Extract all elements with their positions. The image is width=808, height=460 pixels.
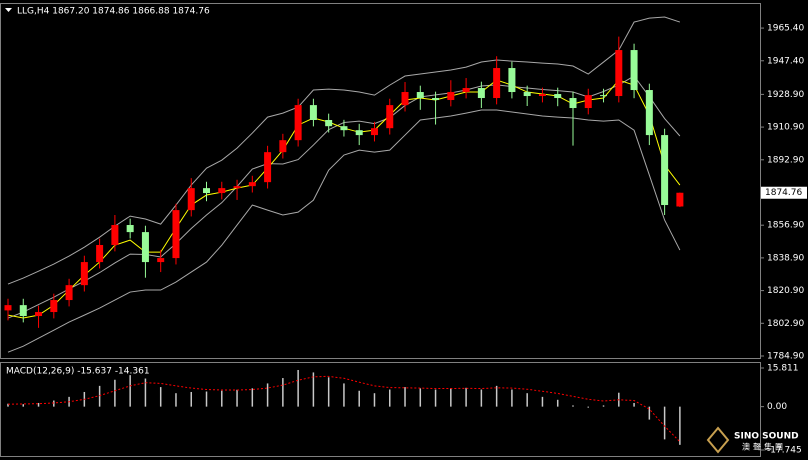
candle-body [416,92,424,99]
candle-body [233,186,241,189]
macd-panel-frame [0,362,761,457]
indicator-line [7,109,681,353]
candle-body [65,285,73,301]
candle-body [355,130,363,136]
y-tick-label: 0.00 [767,402,787,412]
y-tick-label: 1947.40 [767,56,804,66]
candle-body [35,312,43,317]
y-tick-label: 15.811 [767,364,799,374]
y-tick-label: 1892.90 [767,155,804,165]
y-tick-label: -17.745 [767,446,802,456]
y-tick-label: 1856.90 [767,221,804,231]
chart-title: LLG,H4 1867.20 1874.86 1866.88 1874.76 [17,7,210,17]
candle-body [401,92,409,106]
candle-body [340,126,348,131]
candle-body [600,95,608,97]
y-tick-label: 1928.90 [767,90,804,100]
candle-body [615,50,623,97]
candle-body [126,225,134,233]
logo-icon [706,426,730,454]
candle-body [309,105,317,121]
candle-body [279,140,287,153]
candle-body [264,152,272,183]
candle-body [386,105,394,129]
candle-body [80,262,88,286]
candle-body [508,68,516,93]
candle-body [141,232,149,263]
candle-body [187,188,195,211]
y-tick-label: 1910.90 [767,123,804,133]
candle-body [218,188,226,194]
candle-body [676,192,684,207]
last-price-box [761,186,807,199]
y-tick-label: 1802.90 [767,319,804,329]
indicator-line [7,79,681,319]
y-tick-label: 1838.90 [767,253,804,263]
candle-body [569,98,577,109]
candle-body [325,120,333,127]
candle-body [203,188,211,194]
candle-body [462,88,470,93]
y-tick-label: 1965.40 [767,24,804,34]
candle-body [493,68,501,99]
candle-body [554,94,562,99]
dropdown-arrow [5,8,12,12]
main-panel-frame [0,3,761,359]
candle-body [447,92,455,101]
candle-body [584,95,592,109]
candle-body [172,210,180,259]
y-tick-label: 1820.90 [767,286,804,296]
indicator-line [7,75,681,319]
candle-body [50,300,58,313]
last-price-label: 1874.76 [765,188,802,198]
watermark-title: SINO SOUND [734,432,799,442]
candle-body [19,305,27,317]
candle-body [477,88,485,99]
candle-body [157,258,165,263]
y-tick-label: 1784.90 [767,352,804,362]
watermark: SINO SOUND 澳聲集團 [706,426,799,454]
candle-body [111,225,119,245]
candle-body [96,244,104,263]
candle-body [4,305,12,311]
candle-body [538,94,546,97]
candle-body [523,92,531,97]
candle-body [248,182,256,187]
indicator-line [7,16,681,285]
candle-body [630,50,638,91]
macd-title: MACD(12,26,9) -15.637 -14.361 [6,367,150,377]
candle-body [370,128,378,136]
candle-body [432,98,440,101]
candle-body [294,105,302,141]
signal-line [7,375,681,443]
watermark-subtitle: 澳聲集團 [742,442,786,452]
candle-body [661,135,669,206]
candle-body [645,90,653,136]
